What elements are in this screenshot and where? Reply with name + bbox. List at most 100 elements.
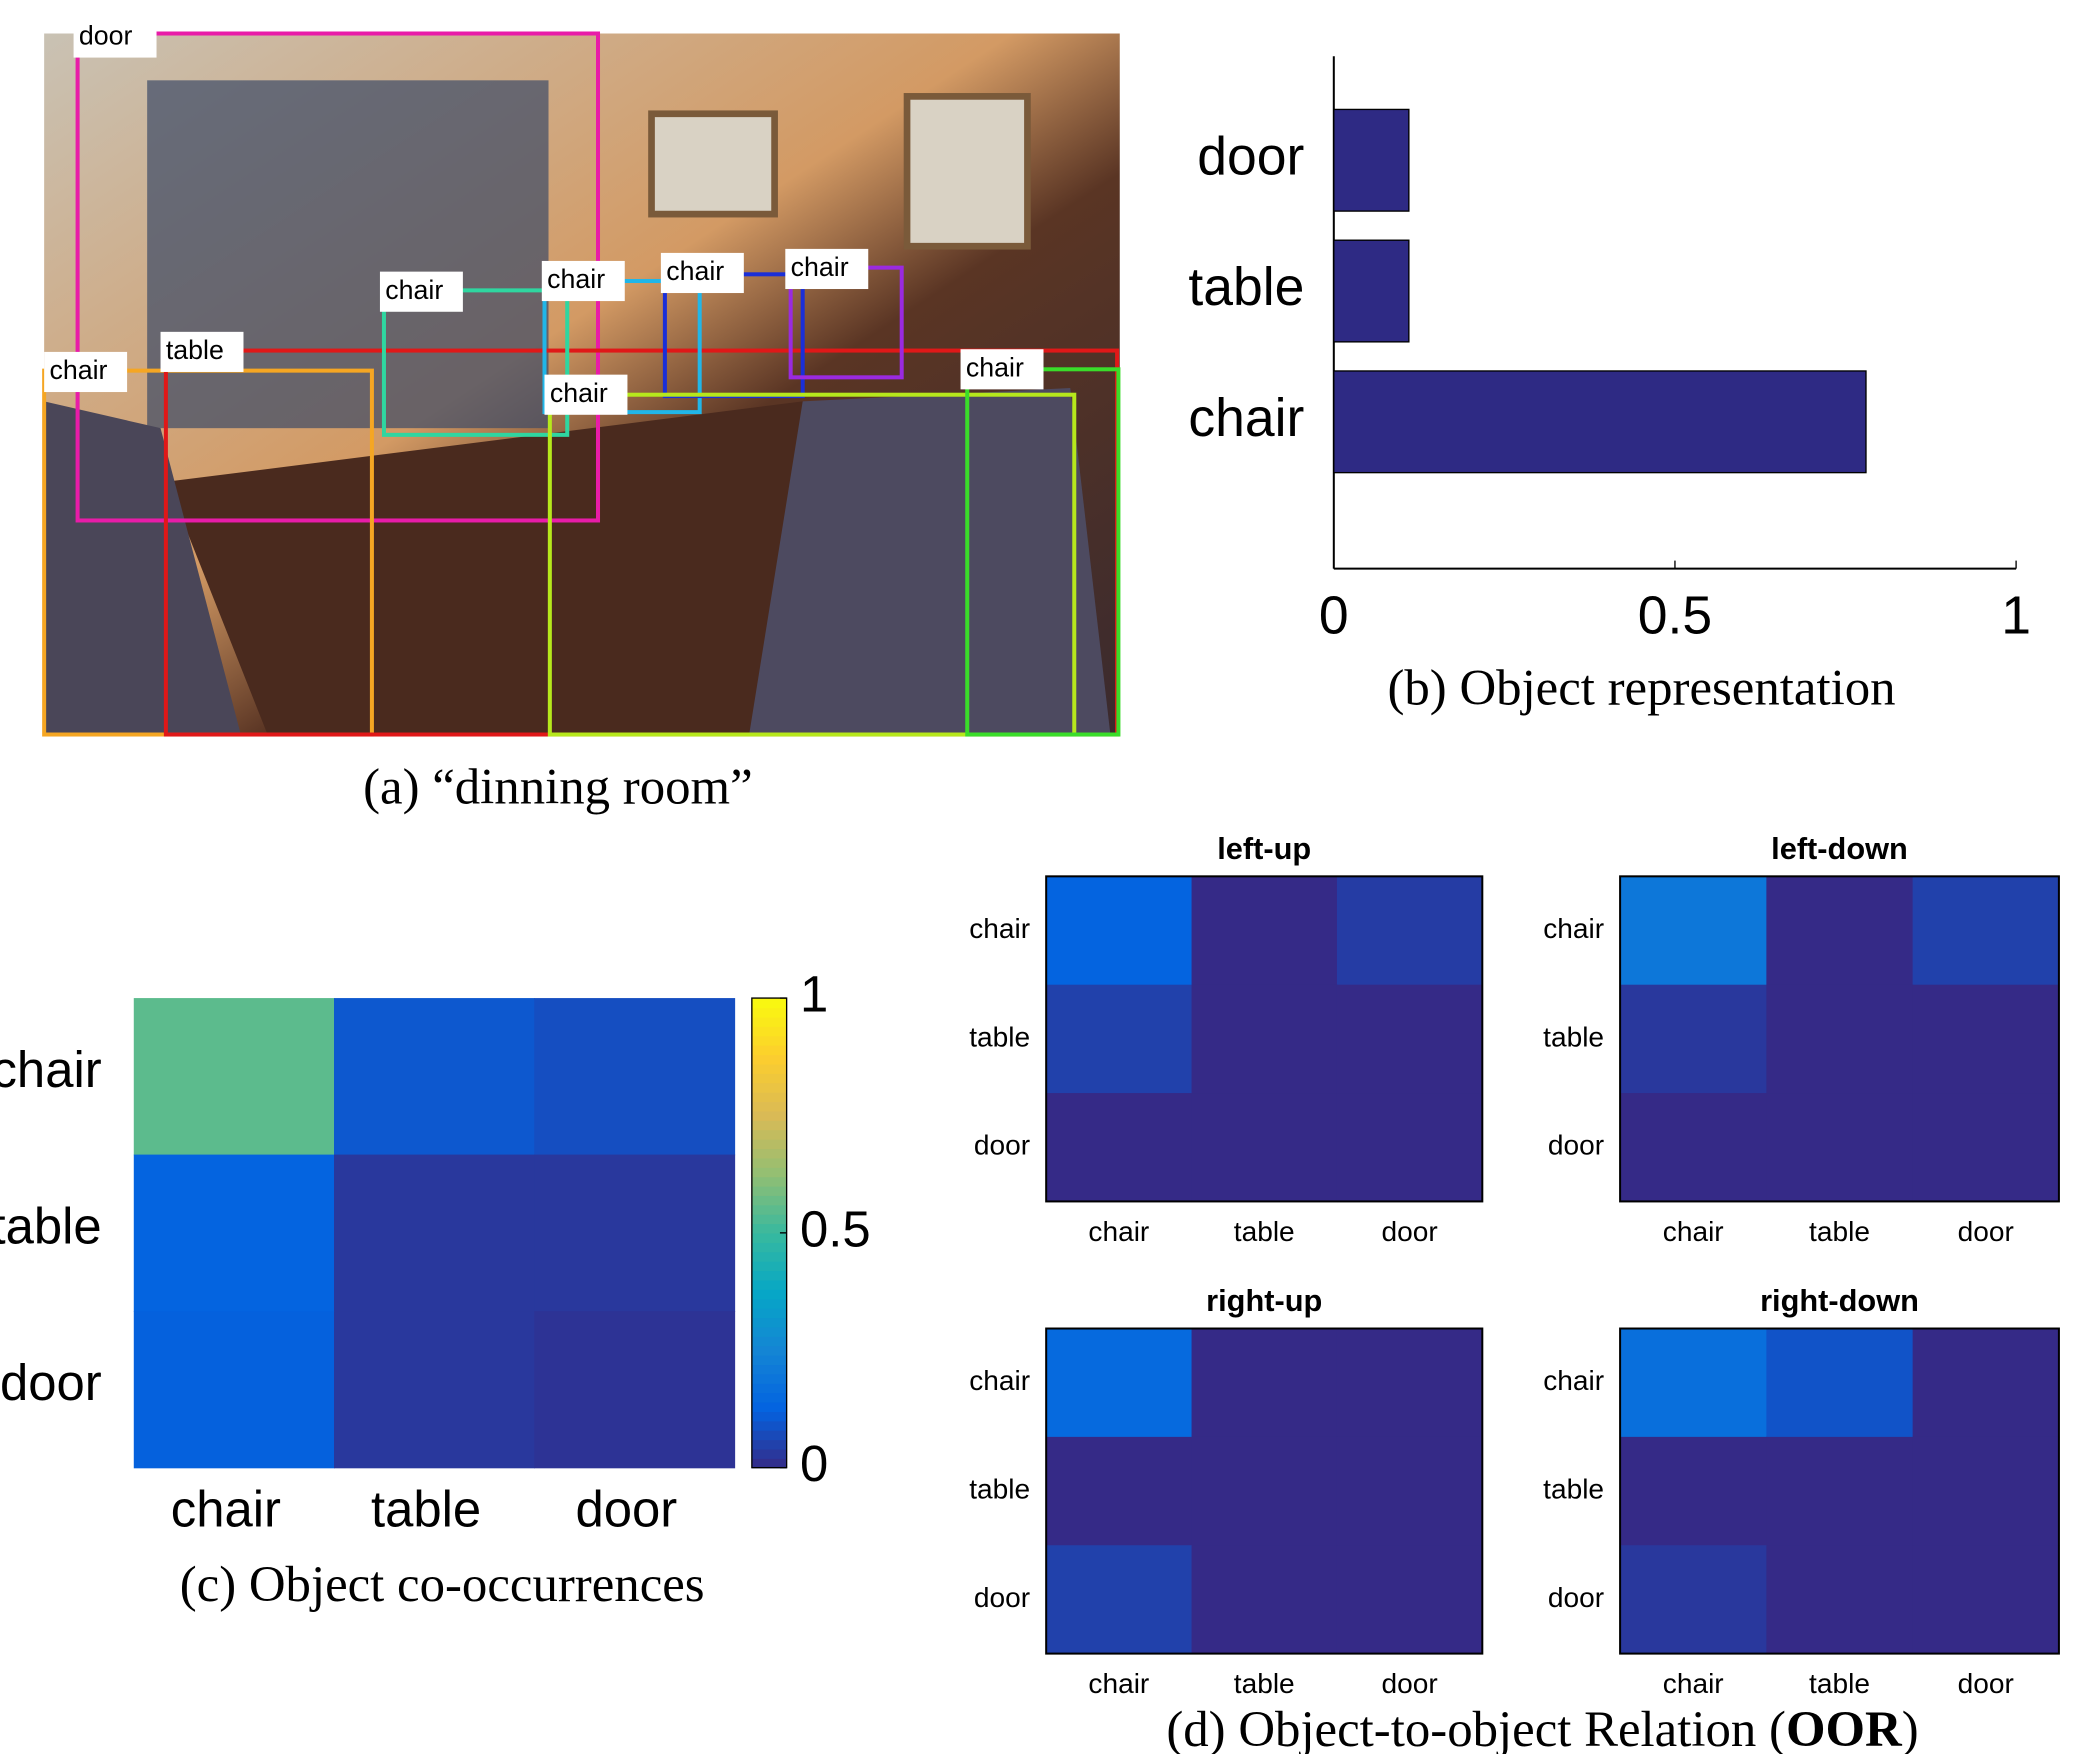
heatmap-cell	[1192, 1093, 1338, 1202]
colorbar-segment	[752, 1308, 787, 1318]
heatmap-cell	[1913, 1437, 2060, 1546]
caption: (a) “dinning room”	[363, 759, 753, 815]
colorbar-segment	[752, 1411, 787, 1421]
colorbar-segment	[752, 1177, 787, 1187]
heatmap-cell	[334, 1155, 535, 1312]
colorbar-segment	[752, 1036, 787, 1046]
colorbar-segment	[752, 1393, 787, 1403]
colorbar-segment	[752, 1327, 787, 1337]
colorbar-tick-label: 1	[800, 965, 828, 1022]
colorbar-segment	[752, 1242, 787, 1252]
colorbar-segment	[752, 1261, 787, 1271]
y-tick-label: chair	[1543, 913, 1604, 944]
y-tick-label: chair	[0, 1041, 102, 1098]
heatmap-cell	[1337, 876, 1483, 985]
heatmap-title: right-down	[1760, 1283, 1919, 1318]
colorbar-segment	[752, 1120, 787, 1130]
y-tick-label: table	[1188, 258, 1304, 317]
heatmap-cell	[1337, 1437, 1483, 1546]
colorbar-segment	[752, 1270, 787, 1280]
y-tick-label: chair	[969, 913, 1030, 944]
box-label: table	[166, 335, 224, 365]
heatmap-cell	[1192, 985, 1338, 1094]
colorbar-segment	[752, 1289, 787, 1299]
box-label: chair	[666, 256, 724, 286]
colorbar-segment	[752, 1430, 787, 1440]
colorbar-segment	[752, 1064, 787, 1074]
heatmap-cell	[1913, 1545, 2060, 1654]
x-tick-label: door	[1382, 1668, 1438, 1699]
caption-text: (d) Object-to-object Relation (	[1166, 1701, 1786, 1754]
heatmap-cell	[1046, 1093, 1192, 1202]
x-tick-label: table	[371, 1481, 481, 1538]
chair-back	[749, 388, 1110, 734]
colorbar-segment	[752, 1346, 787, 1356]
heatmap-cell	[1913, 876, 2060, 985]
y-tick-label: door	[1548, 1582, 1604, 1613]
heatmap-cell	[134, 998, 335, 1155]
y-tick-label: door	[974, 1130, 1030, 1161]
caption: (b) Object representation	[1387, 660, 1895, 716]
painting	[907, 96, 1027, 246]
heatmap-cell	[1192, 1437, 1338, 1546]
heatmap-cell	[1766, 876, 1913, 985]
painting	[652, 114, 775, 214]
colorbar-segment	[752, 1007, 787, 1017]
caption-bold: OOR	[1786, 1701, 1903, 1754]
y-tick-label: table	[969, 1473, 1030, 1504]
heatmap-cell	[1766, 1545, 1913, 1654]
heatmap-cell	[1620, 1437, 1767, 1546]
heatmap-cell	[1620, 1093, 1767, 1202]
x-tick-label: chair	[171, 1481, 281, 1538]
heatmap-cell	[1620, 876, 1767, 985]
heatmap-cell	[1620, 1329, 1767, 1438]
x-tick-label: chair	[1088, 1668, 1149, 1699]
box-label: door	[79, 21, 133, 51]
colorbar-segment	[752, 1336, 787, 1346]
heatmap-cell	[1046, 1437, 1192, 1546]
colorbar-segment	[752, 1355, 787, 1365]
heatmap-cell	[1337, 1093, 1483, 1202]
colorbar-segment	[752, 1026, 787, 1036]
colorbar-segment	[752, 1139, 787, 1149]
x-tick-label: table	[1809, 1668, 1870, 1699]
box-label: chair	[385, 275, 443, 305]
heatmap-cell	[1913, 1093, 2060, 1202]
colorbar-tick-label: 0	[800, 1435, 828, 1492]
colorbar-segment	[752, 1101, 787, 1111]
colorbar-segment	[752, 1449, 787, 1459]
x-tick-label: table	[1234, 1668, 1295, 1699]
y-tick-label: table	[1543, 1021, 1604, 1052]
colorbar-segment	[752, 1374, 787, 1384]
heatmap-title: left-up	[1217, 831, 1311, 866]
box-label: chair	[547, 264, 605, 294]
x-tick-label: door	[1958, 1668, 2014, 1699]
x-tick-label: 0.5	[1638, 587, 1712, 646]
y-tick-label: chair	[1543, 1365, 1604, 1396]
colorbar-segment	[752, 1195, 787, 1205]
heatmap-cell	[1337, 1545, 1483, 1654]
y-tick-label: door	[1548, 1130, 1604, 1161]
x-tick-label: 1	[2001, 587, 2031, 646]
colorbar-segment	[752, 1402, 787, 1412]
colorbar-segment	[752, 1158, 787, 1168]
heatmap-cell	[1337, 985, 1483, 1094]
y-tick-label: door	[974, 1582, 1030, 1613]
heatmap-cell	[534, 1155, 735, 1312]
colorbar-segment	[752, 1317, 787, 1327]
heatmap-cell	[1192, 1329, 1338, 1438]
colorbar-segment	[752, 1421, 787, 1431]
x-tick-label: door	[575, 1481, 677, 1538]
heatmap-cell	[1046, 985, 1192, 1094]
box-label: chair	[49, 355, 107, 385]
bar	[1334, 240, 1409, 342]
colorbar-segment	[752, 998, 787, 1008]
x-tick-label: door	[1958, 1216, 2014, 1247]
heatmap-cell	[1766, 985, 1913, 1094]
y-tick-label: door	[1197, 127, 1304, 186]
heatmap-title: left-down	[1771, 831, 1908, 866]
figure: (a) “dinning room” (d) Object-to-object …	[0, 0, 2087, 1754]
colorbar-segment	[752, 1092, 787, 1102]
heatmap-cell	[1046, 1545, 1192, 1654]
box-label: chair	[966, 352, 1024, 382]
